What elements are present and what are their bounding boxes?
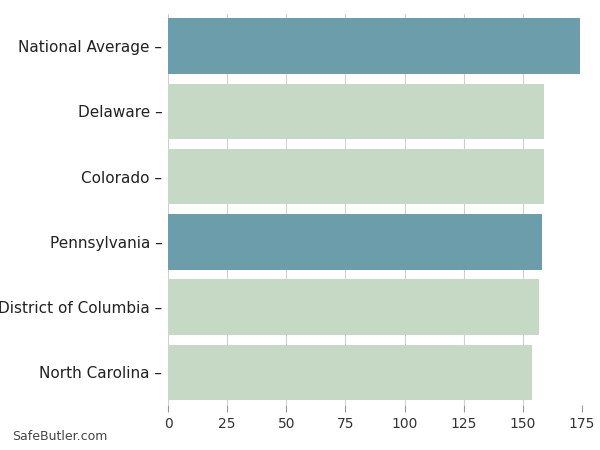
Bar bbox=[168, 345, 532, 400]
Text: SafeButler.com: SafeButler.com bbox=[12, 430, 107, 443]
Bar bbox=[168, 214, 542, 270]
Bar bbox=[168, 84, 544, 139]
Bar bbox=[168, 149, 544, 204]
Bar bbox=[168, 18, 580, 74]
Bar bbox=[168, 279, 539, 335]
